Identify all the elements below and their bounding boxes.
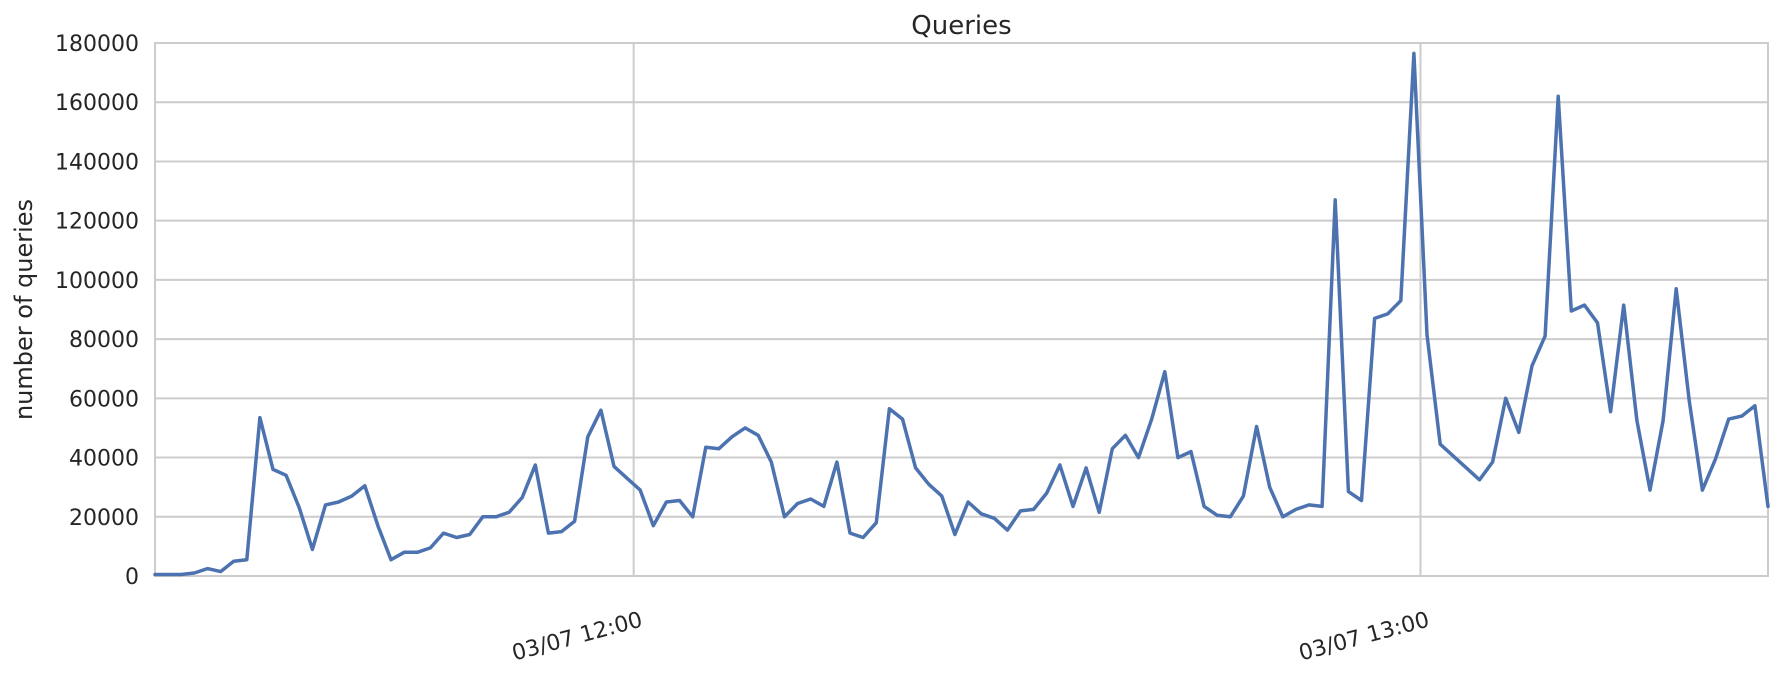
- y-tick-label: 140000: [55, 150, 139, 175]
- y-tick-label: 40000: [69, 447, 139, 472]
- y-tick-label: 180000: [55, 32, 139, 57]
- y-axis-label: number of queries: [10, 199, 38, 420]
- y-tick-label: 100000: [55, 269, 139, 294]
- queries-series-line: [153, 51, 1770, 577]
- y-tick-label: 80000: [69, 328, 139, 353]
- y-tick-label: 20000: [69, 506, 139, 531]
- y-tick-label: 60000: [69, 387, 139, 412]
- y-tick-label: 0: [125, 565, 139, 590]
- x-tick-label: 03/07 12:00: [509, 608, 645, 667]
- x-tick-label: 03/07 13:00: [1296, 608, 1432, 667]
- y-tick-label: 160000: [55, 91, 139, 116]
- y-tick-label: 120000: [55, 210, 139, 235]
- chart-title: Queries: [911, 11, 1011, 41]
- grid-lines: [155, 42, 1768, 577]
- x-tick-labels: 03/07 12:00 03/07 13:00: [509, 608, 1432, 667]
- series-layer: [153, 51, 1770, 577]
- plot-frame: [154, 42, 1769, 577]
- y-tick-labels: 0 20000 40000 60000 80000 100000 120000 140000 1…: [55, 32, 139, 590]
